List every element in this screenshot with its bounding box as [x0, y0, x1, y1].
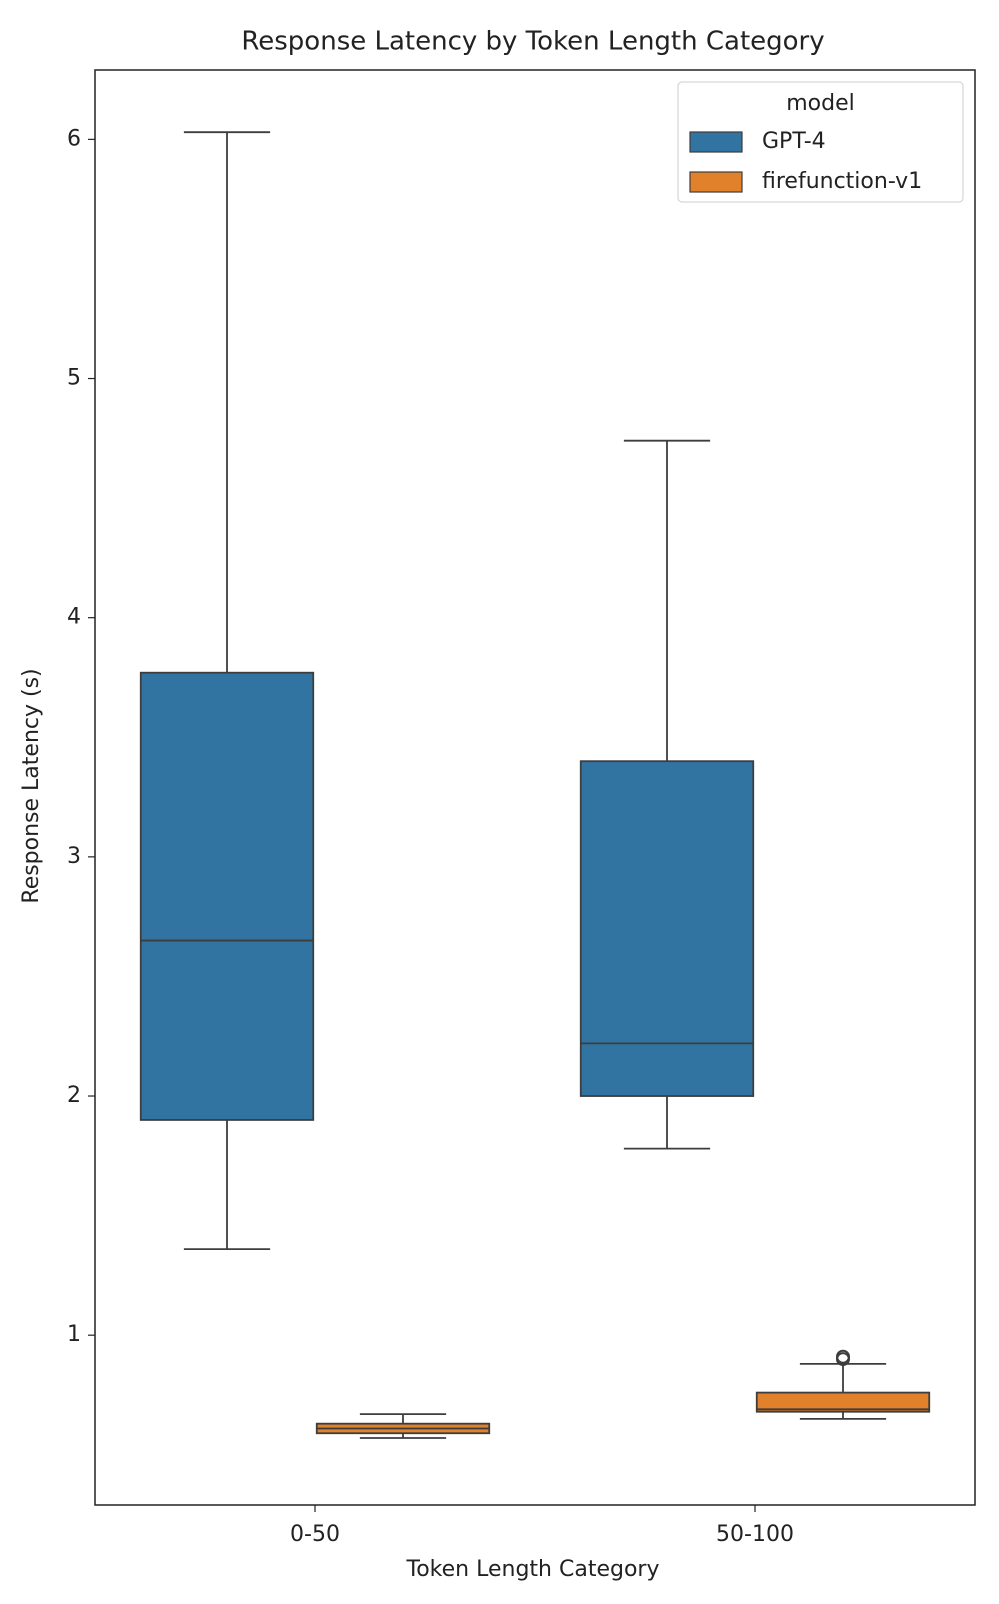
y-tick-label: 2: [67, 1083, 81, 1108]
y-tick-label: 5: [67, 366, 81, 391]
y-tick-label: 1: [67, 1322, 81, 1347]
x-tick-label: 50-100: [716, 1522, 794, 1547]
legend-title: model: [786, 91, 855, 116]
legend-frame: [677, 81, 964, 203]
plot-frame: [94, 69, 976, 1506]
y-tick-label: 3: [67, 844, 81, 869]
box: [579, 760, 755, 1097]
legend-label: firefunction-v1: [762, 169, 922, 194]
box: [755, 1391, 931, 1413]
chart-title: Response Latency by Token Length Categor…: [241, 27, 824, 57]
x-tick-label: 0-50: [290, 1522, 340, 1547]
x-axis-label: Token Length Category: [406, 1557, 660, 1582]
box: [139, 671, 315, 1121]
legend-label: GPT-4: [762, 129, 826, 154]
y-tick-label: 6: [67, 126, 81, 151]
legend-swatch: [689, 171, 743, 193]
y-axis-label: Response Latency (s): [19, 668, 44, 903]
outlier: [836, 1349, 850, 1364]
y-tick-label: 4: [67, 605, 81, 630]
legend-swatch: [689, 131, 743, 153]
